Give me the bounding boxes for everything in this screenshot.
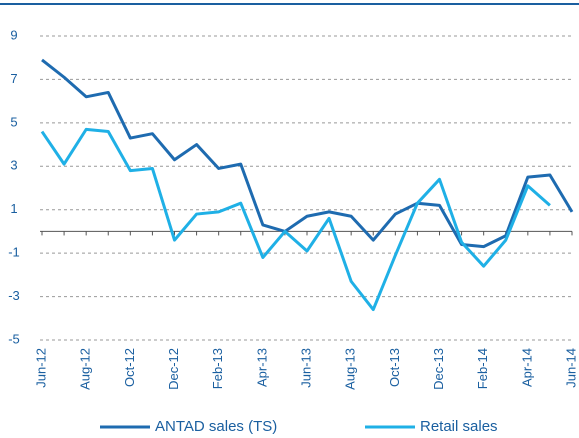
legend-label: ANTAD sales (TS) (155, 418, 277, 435)
x-tick-label: Jun-13 (298, 348, 313, 388)
x-tick-label: Oct-12 (122, 348, 137, 387)
x-tick-label: Jun-14 (563, 348, 578, 388)
series-line (41, 58, 574, 249)
y-tick-label: 3 (10, 158, 17, 173)
y-tick-label: 1 (10, 201, 17, 216)
x-tick-label: Feb-13 (210, 348, 225, 389)
x-tick-label: Feb-14 (475, 348, 490, 389)
y-tick-label: 5 (10, 114, 17, 129)
x-tick-label: Oct-13 (387, 348, 402, 387)
y-tick-label: -5 (8, 331, 20, 346)
x-tick-label: Aug-12 (78, 348, 93, 390)
y-tick-label: -3 (8, 288, 20, 303)
x-tick-label: Dec-13 (431, 348, 446, 390)
y-tick-label: 7 (10, 71, 17, 86)
x-tick-label: Aug-13 (343, 348, 358, 390)
legend-label: Retail sales (420, 418, 498, 435)
x-tick-label: Apr-13 (254, 348, 269, 387)
series-line (40, 127, 551, 312)
x-tick-label: Dec-12 (166, 348, 181, 390)
x-tick-label: Apr-14 (519, 348, 534, 387)
y-tick-label: -1 (8, 245, 20, 260)
y-tick-label: 9 (10, 27, 17, 42)
x-tick-label: Jun-12 (33, 348, 48, 388)
